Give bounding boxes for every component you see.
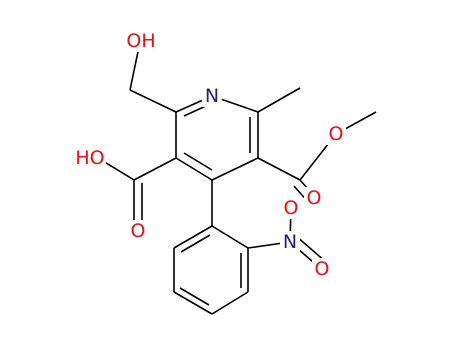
atom-labels: OH N HO O O O O N O xyxy=(74,30,346,280)
atom-label: O xyxy=(315,258,330,280)
atom-label: N xyxy=(205,85,219,107)
atom-label: O xyxy=(131,220,146,242)
bonds xyxy=(97,41,377,315)
atom-label: O xyxy=(284,197,299,219)
atom-label: HO xyxy=(75,147,104,169)
atom-label: N xyxy=(283,231,297,253)
atom-label: O xyxy=(307,187,322,209)
atom-label: OH xyxy=(126,30,155,52)
atom-label: O xyxy=(329,123,344,145)
